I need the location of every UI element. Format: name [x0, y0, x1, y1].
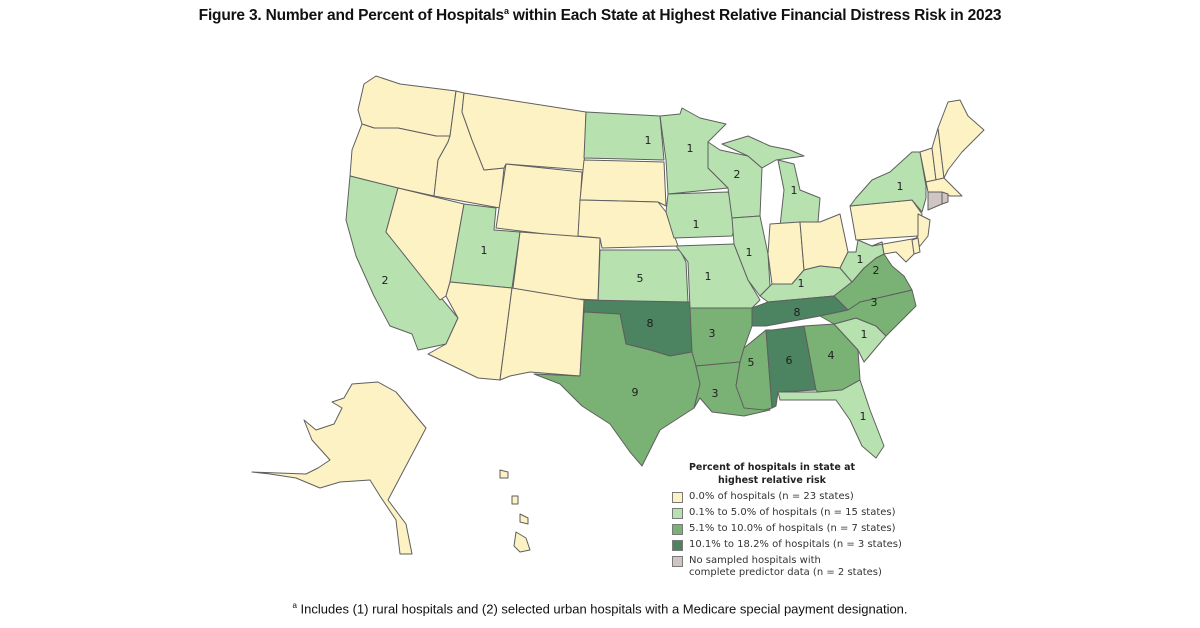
label-ga: 4 — [828, 349, 835, 362]
legend-label-line2: complete predictor data (n = 2 states) — [689, 567, 882, 578]
legend-label: 0.0% of hospitals (n = 23 states) — [689, 491, 854, 502]
label-sc: 1 — [861, 328, 868, 341]
legend-item-10-1-to-18-2pct: 10.1% to 18.2% of hospitals (n = 3 state… — [672, 539, 922, 551]
state-ia — [665, 191, 741, 239]
state-sd — [579, 159, 667, 207]
label-mn: 1 — [687, 142, 694, 155]
state-ct — [927, 191, 943, 211]
state-de — [911, 237, 921, 255]
label-ar: 3 — [709, 327, 716, 340]
state-ak — [251, 381, 427, 555]
label-tn: 8 — [794, 306, 801, 319]
legend-swatch-5-1-to-10pct — [672, 524, 683, 535]
legend-label: 10.1% to 18.2% of hospitals (n = 3 state… — [689, 539, 902, 550]
label-mi: 1 — [791, 184, 798, 197]
state-hi-island — [511, 495, 519, 505]
state-nm — [499, 287, 585, 381]
state-oh — [799, 213, 849, 271]
state-tx — [533, 311, 701, 467]
label-va: 2 — [873, 264, 880, 277]
state-in — [767, 221, 805, 285]
map-legend: Percent of hospitals in state at highest… — [672, 462, 922, 579]
legend-label-line1: No sampled hospitals with — [689, 555, 821, 566]
label-tx: 9 — [632, 386, 639, 399]
label-ia: 1 — [693, 218, 700, 231]
label-ks: 5 — [637, 272, 644, 285]
footnote: a Includes (1) rural hospitals and (2) s… — [292, 601, 908, 617]
legend-swatch-no-data — [672, 556, 683, 567]
state-wa — [357, 75, 457, 137]
label-al: 6 — [786, 354, 793, 367]
state-pa — [849, 199, 923, 241]
label-la: 3 — [712, 387, 719, 400]
state-ks — [597, 249, 689, 303]
figure-title: Figure 3. Number and Percent of Hospital… — [198, 6, 1002, 25]
legend-swatch-0-1-to-5pct — [672, 508, 683, 519]
label-ut: 1 — [481, 244, 488, 257]
state-hi-island — [499, 469, 509, 479]
label-ok: 8 — [647, 317, 654, 330]
label-nd: 1 — [645, 134, 652, 147]
label-wv: 1 — [857, 253, 864, 266]
legend-label: 0.1% to 5.0% of hospitals (n = 15 states… — [689, 507, 896, 518]
state-mt — [461, 92, 587, 171]
legend-title-line1: Percent of hospitals in state at — [688, 462, 856, 473]
legend-label: 5.1% to 10.0% of hospitals (n = 7 states… — [689, 523, 896, 534]
label-nc: 3 — [871, 296, 878, 309]
label-fl: 1 — [860, 410, 867, 423]
state-mi-lower — [777, 159, 821, 227]
legend-swatch-10-1-to-18-2pct — [672, 540, 683, 551]
legend-item-no-data: No sampled hospitals with complete predi… — [672, 555, 922, 579]
label-ms: 5 — [748, 356, 755, 369]
label-ky: 1 — [798, 277, 805, 290]
legend-item-0-1-to-5pct: 0.1% to 5.0% of hospitals (n = 15 states… — [672, 507, 922, 519]
label-ny: 1 — [897, 180, 904, 193]
state-me — [937, 99, 985, 179]
state-ri — [941, 191, 949, 205]
state-hi — [513, 531, 531, 553]
legend-title-line2: highest relative risk — [718, 474, 826, 486]
legend-swatch-0pct — [672, 492, 683, 503]
legend-item-5-1-to-10pct: 5.1% to 10.0% of hospitals (n = 7 states… — [672, 523, 922, 535]
state-fl — [777, 379, 885, 459]
label-ca: 2 — [382, 274, 389, 287]
state-ny — [849, 151, 927, 213]
label-il: 1 — [746, 246, 753, 259]
legend-item-0pct: 0.0% of hospitals (n = 23 states) — [672, 491, 922, 503]
state-ne — [577, 199, 679, 249]
legend-title: Percent of hospitals in state at highest… — [672, 462, 872, 487]
label-wi: 2 — [734, 168, 741, 181]
state-mi-upper — [721, 135, 805, 169]
state-hi-island — [519, 513, 529, 525]
label-mo: 1 — [705, 270, 712, 283]
legend-label: No sampled hospitals with complete predi… — [689, 555, 882, 579]
state-nd — [583, 111, 665, 161]
state-wy — [495, 163, 583, 239]
